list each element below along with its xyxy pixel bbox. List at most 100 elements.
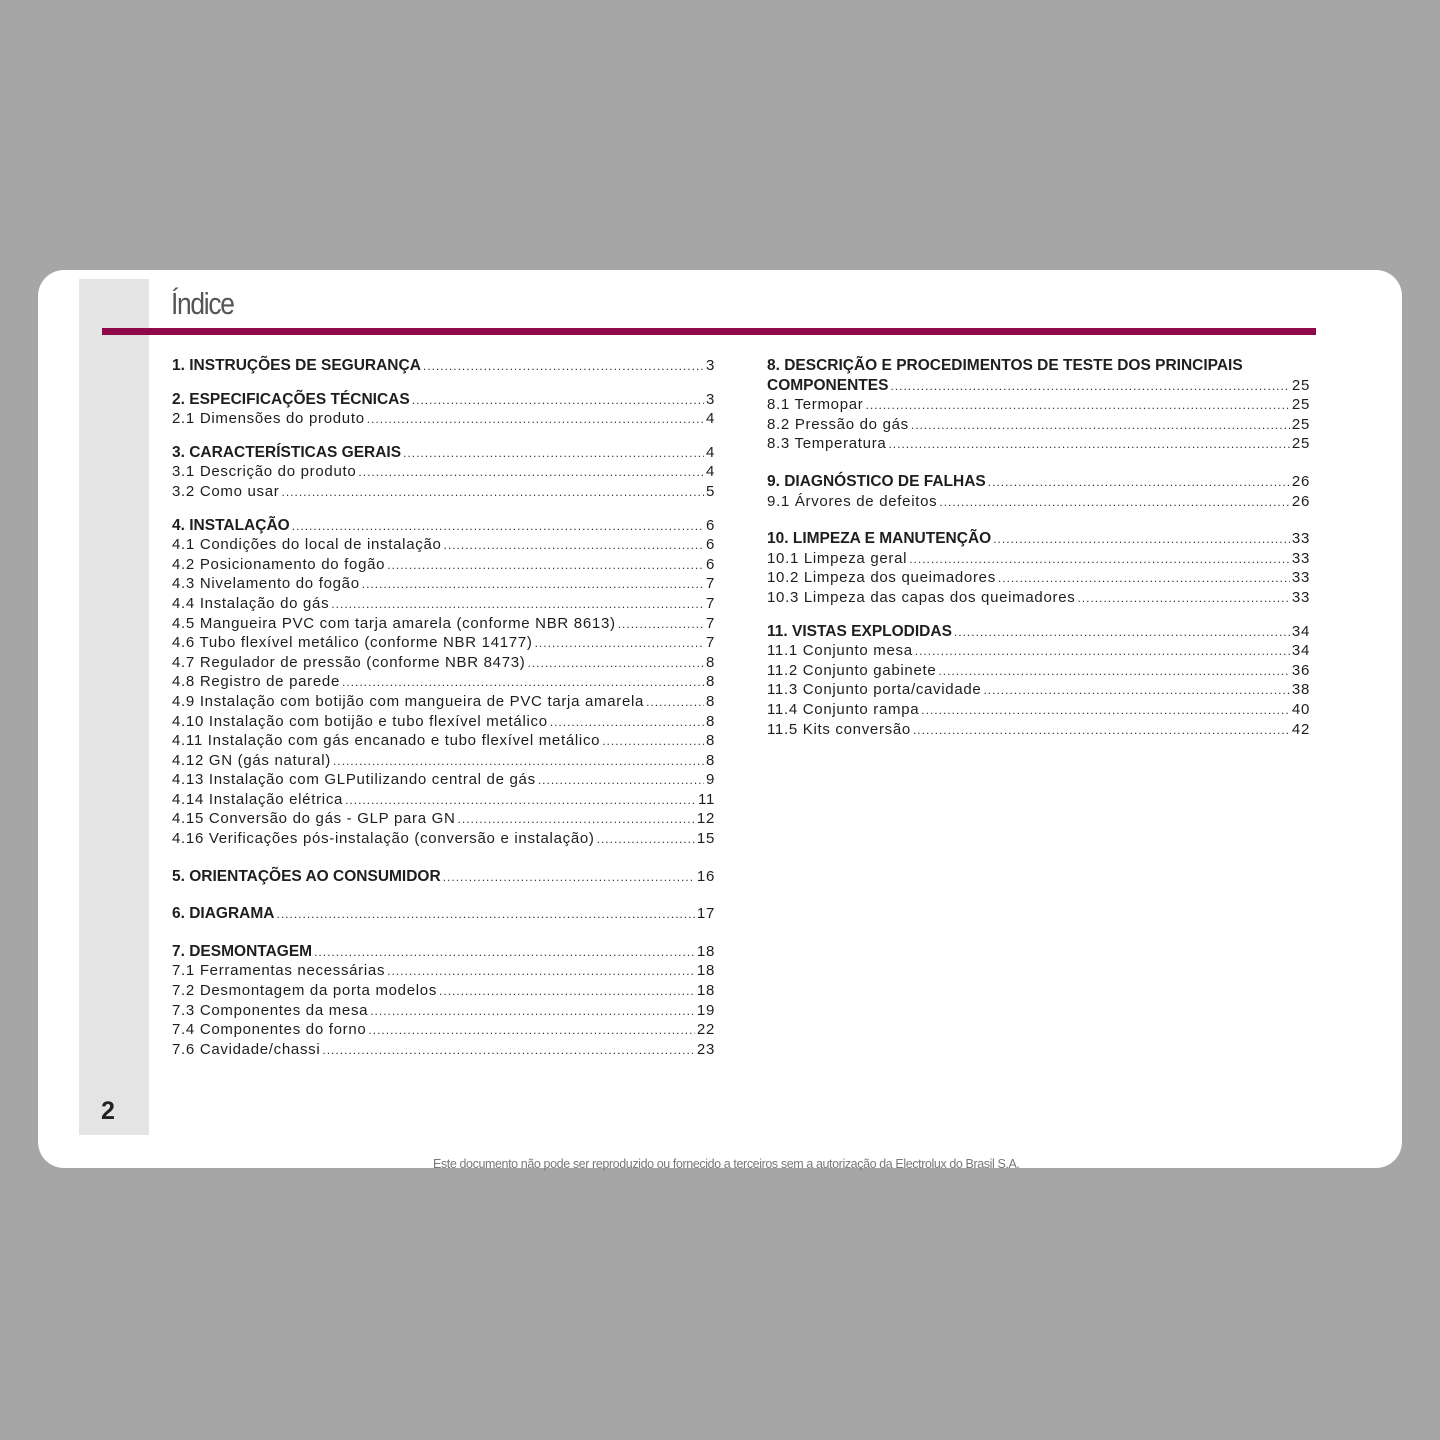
toc-section-heading[interactable]: 9. DIAGNÓSTICO DE FALHAS 26 bbox=[767, 472, 1311, 492]
toc-section-heading[interactable]: 10. LIMPEZA E MANUTENÇÃO 33 bbox=[767, 529, 1311, 549]
dot-leader bbox=[939, 493, 1290, 513]
toc-entry-label: 8.3 Temperatura bbox=[767, 435, 887, 453]
toc-entry-label: 11.2 Conjunto gabinete bbox=[767, 661, 937, 679]
toc-subsection[interactable]: 4.4 Instalação do gás 7 bbox=[172, 594, 716, 614]
toc-subsection[interactable]: 4.2 Posicionamento do fogão 6 bbox=[172, 555, 716, 575]
toc-subsection[interactable]: 8.1 Termopar 25 bbox=[767, 395, 1311, 415]
toc-subsection[interactable]: 4.16 Verificações pós-instalação (conver… bbox=[172, 829, 716, 849]
toc-entry-label: 4.2 Posicionamento do fogão bbox=[172, 555, 386, 573]
toc-subsection[interactable]: 7.3 Componentes da mesa 19 bbox=[172, 1001, 716, 1021]
toc-subsection[interactable]: 4.5 Mangueira PVC com tarja amarela (con… bbox=[172, 614, 716, 634]
dot-leader bbox=[342, 673, 704, 693]
toc-subsection[interactable]: 4.14 Instalação elétrica 11 bbox=[172, 790, 716, 810]
toc-entry-page: 33 bbox=[1291, 530, 1310, 548]
toc-subsection[interactable]: 11.5 Kits conversão 42 bbox=[767, 720, 1311, 740]
toc-entry-page: 11 bbox=[698, 790, 715, 808]
toc-subsection[interactable]: 4.8 Registro de parede 8 bbox=[172, 672, 716, 692]
dot-leader bbox=[602, 732, 704, 752]
toc-entry-label: 11.3 Conjunto porta/cavidade bbox=[767, 681, 982, 699]
toc-entry-page: 4 bbox=[705, 410, 715, 428]
toc-subsection[interactable]: 7.1 Ferramentas necessárias 18 bbox=[172, 961, 716, 981]
dot-leader bbox=[550, 713, 704, 733]
toc-subsection[interactable]: 4.6 Tubo flexível metálico (conforme NBR… bbox=[172, 633, 716, 653]
toc-entry-label: 4.10 Instalação com botijão e tubo flexí… bbox=[172, 712, 548, 730]
toc-subsection[interactable]: 10.3 Limpeza das capas dos queimadores 33 bbox=[767, 588, 1311, 608]
page-side-band bbox=[79, 279, 149, 1135]
toc-entry-page: 8 bbox=[705, 732, 715, 750]
toc-entry-label: 4.16 Verificações pós-instalação (conver… bbox=[172, 830, 595, 848]
toc-entry-label: 4.7 Regulador de pressão (conforme NBR 8… bbox=[172, 653, 526, 671]
toc-subsection[interactable]: 7.6 Cavidade/chassi 23 bbox=[172, 1040, 716, 1060]
toc-subsection[interactable]: 2.1 Dimensões do produto 4 bbox=[172, 409, 716, 429]
toc-subsection[interactable]: 3.1 Descrição do produto 4 bbox=[172, 462, 716, 482]
toc-entry-page: 6 bbox=[705, 516, 715, 534]
toc-entry-label: 2. ESPECIFICAÇÕES TÉCNICAS bbox=[172, 390, 410, 408]
toc-entry-page: 8 bbox=[705, 653, 715, 671]
toc-section-heading[interactable]: 4. INSTALAÇÃO 6 bbox=[172, 516, 716, 536]
toc-entry-label: 4.6 Tubo flexível metálico (conforme NBR… bbox=[172, 634, 533, 652]
title-divider bbox=[102, 328, 1316, 335]
dot-leader bbox=[888, 435, 1289, 455]
toc-subsection[interactable]: 4.10 Instalação com botijão e tubo flexí… bbox=[172, 712, 716, 732]
toc-entry-page: 38 bbox=[1291, 681, 1310, 699]
toc-subsection[interactable]: 9.1 Árvores de defeitos 26 bbox=[767, 492, 1311, 512]
toc-subsection[interactable]: 8.3 Temperatura 25 bbox=[767, 434, 1311, 454]
dot-leader bbox=[331, 595, 704, 615]
toc-section-heading[interactable]: 7. DESMONTAGEM 18 bbox=[172, 942, 716, 962]
dot-leader bbox=[387, 962, 695, 982]
toc-entry-label: 4.3 Nivelamento do fogão bbox=[172, 575, 360, 593]
dot-leader bbox=[403, 444, 704, 464]
toc-entry-page: 8 bbox=[705, 692, 715, 710]
toc-subsection[interactable]: 10.2 Limpeza dos queimadores 33 bbox=[767, 568, 1311, 588]
toc-entry-page: 25 bbox=[1291, 415, 1310, 433]
toc-entry-page: 22 bbox=[696, 1021, 715, 1039]
toc-section: 9. DIAGNÓSTICO DE FALHAS269.1 Árvores de… bbox=[767, 472, 1311, 511]
toc-subsection[interactable]: 7.4 Componentes do forno 22 bbox=[172, 1020, 716, 1040]
toc-entry-page: 8 bbox=[705, 673, 715, 691]
toc-section-heading[interactable]: 3. CARACTERÍSTICAS GERAIS 4 bbox=[172, 443, 716, 463]
toc-subsection[interactable]: 4.11 Instalação com gás encanado e tubo … bbox=[172, 731, 716, 751]
toc-subsection[interactable]: 11.3 Conjunto porta/cavidade 38 bbox=[767, 680, 1311, 700]
toc-entry-page: 23 bbox=[696, 1040, 715, 1058]
toc-subsection[interactable]: 4.13 Instalação com GLPutilizando centra… bbox=[172, 770, 716, 790]
toc-subsection[interactable]: 7.2 Desmontagem da porta modelos 18 bbox=[172, 981, 716, 1001]
toc-entry-page: 19 bbox=[696, 1001, 715, 1019]
toc-entry-label: 3.1 Descrição do produto bbox=[172, 463, 357, 481]
toc-entry-page: 33 bbox=[1291, 569, 1310, 587]
toc-section-heading[interactable]: 5. ORIENTAÇÕES AO CONSUMIDOR 16 bbox=[172, 867, 716, 887]
toc-subsection[interactable]: 4.7 Regulador de pressão (conforme NBR 8… bbox=[172, 653, 716, 673]
toc-entry-page: 4 bbox=[705, 463, 715, 481]
copyright-footer: Este documento não pode ser reproduzido … bbox=[433, 1157, 1020, 1171]
toc-entry-label: 4.11 Instalação com gás encanado e tubo … bbox=[172, 732, 601, 750]
toc-subsection[interactable]: 4.9 Instalação com botijão com mangueira… bbox=[172, 692, 716, 712]
toc-subsection[interactable]: 3.2 Como usar 5 bbox=[172, 482, 716, 502]
toc-subsection[interactable]: 4.1 Condições do local de instalação 6 bbox=[172, 535, 716, 555]
toc-subsection[interactable]: 11.4 Conjunto rampa 40 bbox=[767, 700, 1311, 720]
toc-section-heading[interactable]: COMPONENTES 25 bbox=[767, 376, 1311, 396]
toc-subsection[interactable]: 11.2 Conjunto gabinete 36 bbox=[767, 661, 1311, 681]
toc-subsection[interactable]: 4.12 GN (gás natural) 8 bbox=[172, 751, 716, 771]
toc-section-heading[interactable]: 1. INSTRUÇÕES DE SEGURANÇA 3 bbox=[172, 356, 716, 376]
toc-entry-page: 15 bbox=[696, 830, 715, 848]
toc-subsection[interactable]: 8.2 Pressão do gás 25 bbox=[767, 415, 1311, 435]
toc-entry-page: 6 bbox=[705, 555, 715, 573]
toc-entry-label: 4.5 Mangueira PVC com tarja amarela (con… bbox=[172, 614, 616, 632]
toc-entry-page: 25 bbox=[1291, 435, 1310, 453]
toc-section-heading[interactable]: 2. ESPECIFICAÇÕES TÉCNICAS 3 bbox=[172, 390, 716, 410]
toc-section-heading[interactable]: 11. VISTAS EXPLODIDAS 34 bbox=[767, 622, 1311, 642]
toc-subsection[interactable]: 11.1 Conjunto mesa 34 bbox=[767, 641, 1311, 661]
dot-leader bbox=[597, 830, 695, 850]
toc-entry-label: 7.1 Ferramentas necessárias bbox=[172, 962, 386, 980]
toc-entry-page: 36 bbox=[1291, 661, 1310, 679]
dot-leader bbox=[423, 357, 704, 377]
dot-leader bbox=[915, 642, 1290, 662]
toc-subsection[interactable]: 4.15 Conversão do gás - GLP para GN 12 bbox=[172, 809, 716, 829]
toc-section-heading[interactable]: 6. DIAGRAMA 17 bbox=[172, 904, 716, 924]
dot-leader bbox=[412, 391, 704, 411]
toc-subsection[interactable]: 4.3 Nivelamento do fogão 7 bbox=[172, 574, 716, 594]
dot-leader bbox=[443, 868, 695, 888]
dot-leader bbox=[314, 943, 695, 963]
dot-leader bbox=[983, 681, 1289, 701]
toc-subsection[interactable]: 10.1 Limpeza geral 33 bbox=[767, 549, 1311, 569]
toc-section: 3. CARACTERÍSTICAS GERAIS43.1 Descrição … bbox=[172, 443, 716, 502]
